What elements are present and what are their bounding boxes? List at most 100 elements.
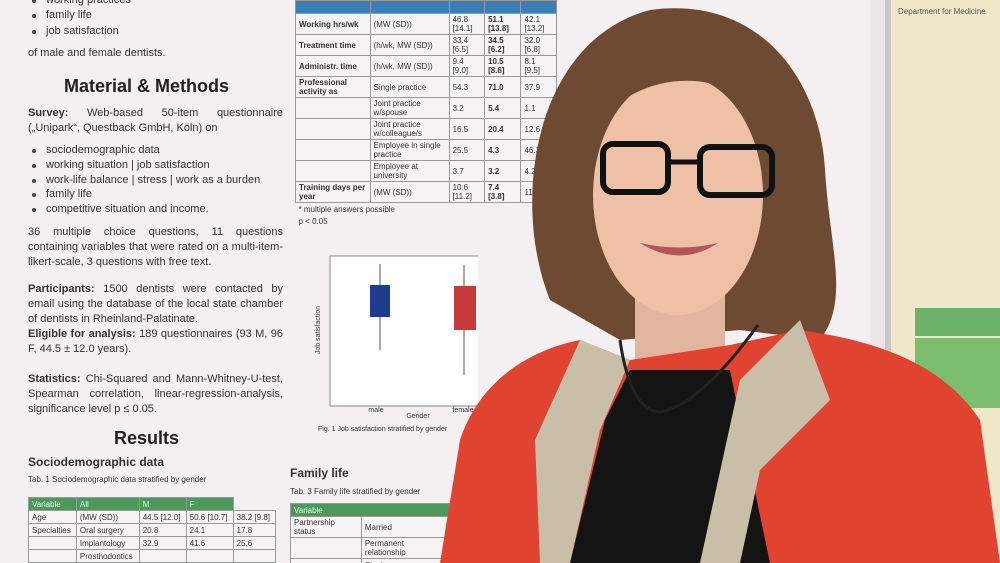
- cell: [232, 549, 277, 563]
- bullet: job satisfaction: [28, 24, 119, 39]
- cell: Professional activity as: [295, 76, 371, 98]
- figure: Job satisfaction male female Gender Fig.…: [315, 255, 478, 433]
- caption: Tab. 3 Family life stratified by gender: [290, 487, 421, 496]
- x-tick-label: female: [452, 407, 473, 414]
- mouth: [640, 243, 718, 256]
- header-cell: Variable: [290, 503, 450, 517]
- heading: Material & Methods: [64, 76, 230, 96]
- x-title: Gender: [406, 413, 430, 420]
- cell: [185, 549, 234, 563]
- cell: 51.1 [13.8]: [484, 13, 522, 35]
- cell: (h/wk, MW (SD)): [369, 34, 450, 56]
- row: Administr. time (h/wk, MW (SD)) 9.4 [9.0] 1…: [295, 55, 557, 77]
- text: Chi-Squared and Mann-Whitney-U-test, Spe…: [28, 373, 283, 415]
- cell: 16.5: [448, 118, 486, 140]
- cell: [295, 139, 371, 161]
- cell: 38.2 [9.8]: [232, 510, 277, 524]
- paragraph: Participants: 1500 dentists were contact…: [28, 282, 283, 327]
- header-cell: Variable: [28, 497, 77, 511]
- cell: [28, 549, 77, 563]
- necklace: [618, 324, 760, 414]
- row: Prosthodontics: [28, 549, 277, 563]
- row: Treatment time (h/wk, MW (SD)) 33.4 [6.5] 3…: [295, 34, 557, 56]
- cell: Employee in single practice: [369, 139, 450, 161]
- lapel: [535, 340, 630, 563]
- side-box: [915, 308, 1000, 336]
- box: [454, 286, 476, 330]
- cell: Employee at university: [369, 160, 450, 182]
- caption: Tab. 1 Sociodemographic data stratified …: [28, 475, 207, 484]
- cell: [295, 118, 371, 140]
- cell: [28, 536, 77, 550]
- text: of male and female dentists.: [28, 47, 166, 59]
- cell: 20.4: [484, 118, 522, 140]
- y-label: Job satisfaction: [315, 306, 322, 354]
- cell: 41.6: [185, 536, 234, 550]
- bullet: working practices: [28, 0, 131, 8]
- x-tick-label: male: [368, 407, 383, 414]
- cell: 9.4 [9.0]: [448, 55, 486, 77]
- bullet: family life: [28, 8, 92, 23]
- footnote-row: * multiple answers possible: [296, 203, 557, 216]
- cell: 24.1: [185, 523, 234, 537]
- bullet: sociodemographic data: [28, 143, 160, 158]
- bullet: competitive situation and income.: [28, 202, 209, 217]
- plot-frame: [329, 255, 478, 407]
- header-cell: [369, 0, 450, 14]
- table: Variable All M F Age (MW (SD)) 44.5 [12.0] 50.6…: [28, 497, 277, 563]
- cell: 5.4: [484, 97, 522, 119]
- caption: Fig. 1 Job satisfaction stratified by ge…: [318, 426, 448, 433]
- cell: Age: [28, 510, 77, 524]
- table: Variable Partnership status Married Permane…: [290, 503, 451, 563]
- cell: Joint practice w/colleague/s: [369, 118, 450, 140]
- label: Survey:: [28, 107, 69, 119]
- face: [593, 75, 763, 315]
- cell: 33.4 [6.5]: [448, 34, 486, 56]
- cell: 7.4 [3.8]: [484, 181, 522, 203]
- cell: [138, 549, 187, 563]
- cell: Oral surgery: [75, 523, 140, 537]
- cell: 42.1 [13.2]: [520, 13, 557, 35]
- text: 1500 dentists were contacted by email us…: [28, 283, 283, 325]
- paragraph: Statistics: Chi-Squared and Mann-Whitney…: [28, 372, 283, 417]
- fringe: [585, 73, 775, 150]
- paragraph: Eligible for analysis: 189 questionnaire…: [28, 327, 283, 357]
- cell: 25.6: [232, 536, 277, 550]
- cell: (h/wk, MW (SD)): [369, 55, 450, 77]
- text: Web-based 50-item questionnaire („Unipar…: [28, 107, 283, 134]
- subheading: Sociodemographic data: [28, 455, 165, 469]
- row: Partnership status Married: [290, 516, 451, 538]
- cell: 34.5 [6.2]: [484, 34, 522, 56]
- footnote: p < 0.05: [298, 216, 328, 226]
- cell: Training days per year: [295, 181, 371, 203]
- bullet: work-life balance | stress | work as a b…: [28, 173, 260, 188]
- cell: 32.9: [138, 536, 187, 550]
- header-row: Variable All M F: [28, 497, 276, 511]
- cell: Implantology: [75, 536, 140, 550]
- cell: Married: [360, 516, 451, 538]
- cell: 17.8: [232, 523, 277, 537]
- row: Specialties Oral surgery 20.8 24.1 17.8: [28, 523, 277, 537]
- cell: 37.9: [520, 76, 557, 98]
- text: 189 questionnaires (93 M, 96 F, 44.5 ± 1…: [28, 328, 283, 355]
- person: [440, 8, 1000, 563]
- cell: 50.6 [10.7]: [185, 510, 234, 524]
- cell: Single practice: [369, 76, 450, 98]
- footnote: * multiple answers possible: [298, 204, 396, 214]
- glasses: [697, 144, 775, 198]
- row: Single: [290, 558, 451, 563]
- cell: 44.5 [12.0]: [138, 510, 187, 524]
- cell: [295, 160, 371, 182]
- side-title: Department for Medicine: [898, 7, 986, 16]
- header-cell: F: [185, 497, 234, 511]
- row: Permanent relationship: [290, 537, 451, 559]
- bullet: family life: [28, 187, 92, 202]
- cell: Single: [360, 558, 451, 563]
- cell: 32.0 [6.8]: [520, 34, 557, 56]
- footnote-row: p < 0.05: [296, 215, 557, 227]
- subheading: Family life: [290, 466, 349, 480]
- cell: Working hrs/wk: [295, 13, 371, 35]
- cell: 8.1 [9.5]: [520, 55, 557, 77]
- cell: 3.2: [484, 160, 522, 182]
- cell: (MW (SD)): [369, 181, 450, 203]
